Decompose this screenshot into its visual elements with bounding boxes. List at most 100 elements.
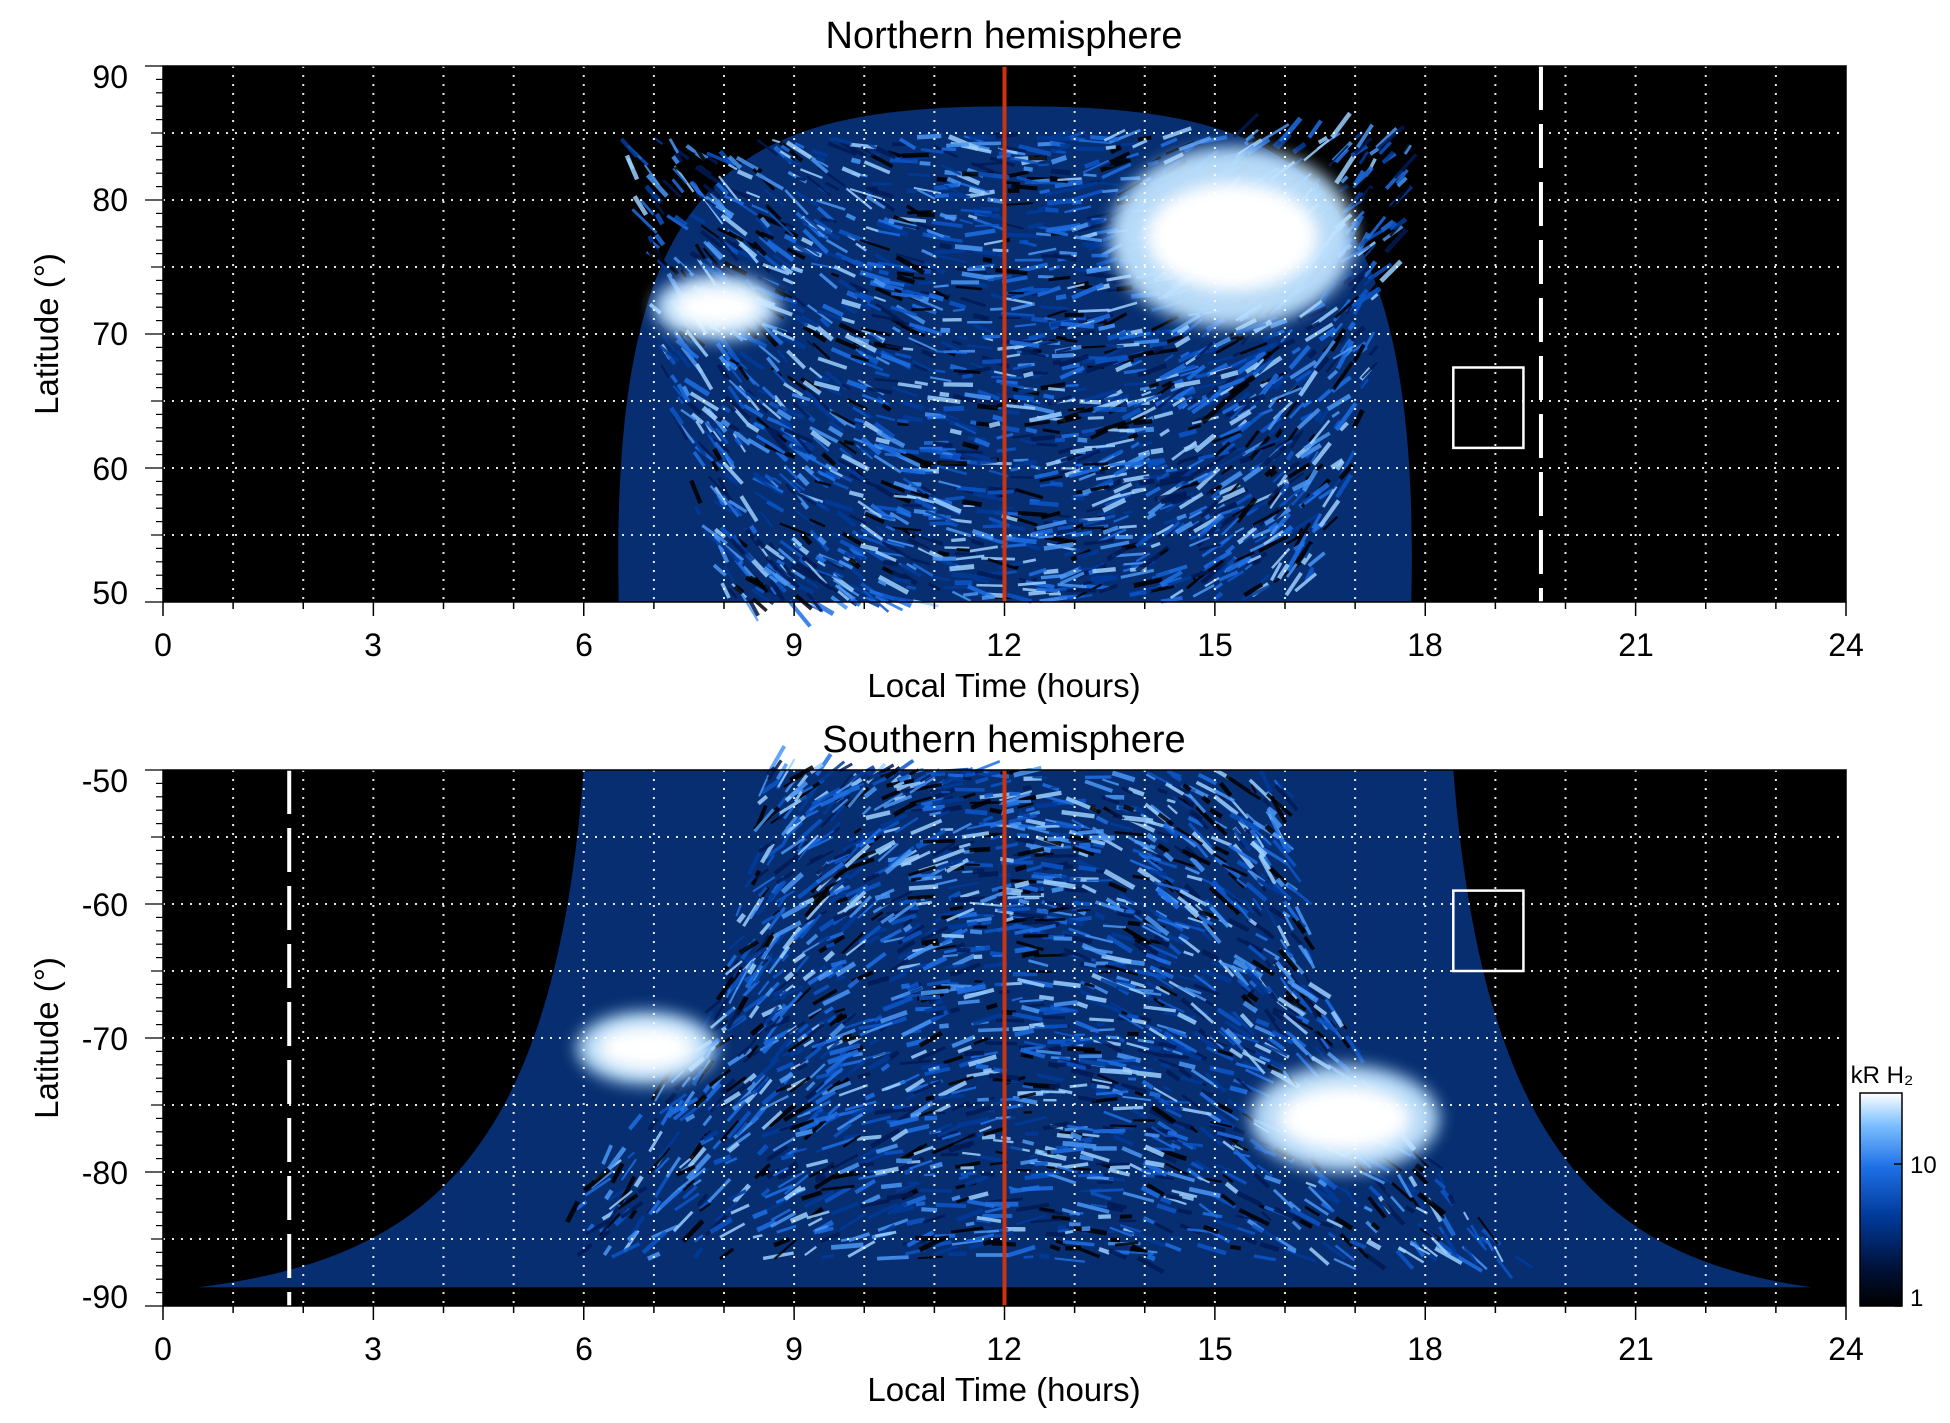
north-emission-streak bbox=[1214, 336, 1232, 348]
north-emission-streak bbox=[939, 453, 961, 461]
north-y-tick-label: 80 bbox=[92, 182, 128, 218]
south-emission-streak bbox=[934, 1093, 965, 1101]
north-emission-streak bbox=[758, 344, 781, 364]
south-emission-streak bbox=[1109, 1165, 1131, 1170]
south-emission-streak bbox=[648, 1130, 663, 1153]
south-emission-streak bbox=[861, 1194, 881, 1207]
south-emission-streak bbox=[810, 886, 834, 900]
south-emission-streak bbox=[1102, 778, 1120, 786]
south-emission-streak bbox=[1074, 1020, 1100, 1034]
south-emission-streak bbox=[1232, 1032, 1260, 1044]
north-emission-streak bbox=[1163, 353, 1174, 362]
north-emission-streak bbox=[1004, 202, 1033, 206]
north-emission-streak bbox=[1308, 433, 1316, 443]
north-emission-streak bbox=[783, 233, 798, 244]
south-emission-streak bbox=[784, 1020, 806, 1037]
south-emission-streak bbox=[1184, 986, 1202, 995]
north-emission-streak bbox=[1231, 507, 1241, 515]
north-emission-streak bbox=[981, 594, 996, 600]
north-emission-streak bbox=[722, 470, 740, 486]
south-emission-streak bbox=[760, 842, 775, 864]
north-emission-streak bbox=[1147, 500, 1166, 517]
south-emission-streak bbox=[956, 984, 987, 995]
south-emission-streak bbox=[1062, 1239, 1095, 1247]
north-emission-streak bbox=[690, 436, 707, 457]
north-emission-streak bbox=[1037, 339, 1050, 346]
south-emission-streak bbox=[1330, 1015, 1339, 1026]
north-emission-streak bbox=[1209, 483, 1223, 495]
south-emission-streak bbox=[906, 981, 920, 992]
south-emission-streak bbox=[923, 1173, 936, 1177]
north-emission-streak bbox=[1160, 493, 1187, 505]
north-emission-streak bbox=[1218, 570, 1239, 582]
south-emission-streak bbox=[1029, 923, 1057, 934]
north-emission-streak bbox=[846, 379, 868, 391]
south-emission-streak bbox=[1182, 894, 1208, 920]
south-emission-streak bbox=[1185, 1142, 1204, 1148]
north-emission-streak bbox=[1058, 446, 1074, 455]
north-emission-streak bbox=[739, 495, 759, 523]
north-emission-streak bbox=[766, 500, 785, 513]
south-emission-streak bbox=[1249, 840, 1268, 857]
south-emission-streak bbox=[1179, 1075, 1204, 1086]
south-emission-streak bbox=[1439, 1213, 1456, 1237]
north-emission-streak bbox=[1288, 402, 1305, 419]
north-emission-streak bbox=[1242, 529, 1259, 543]
north-emission-streak bbox=[1064, 205, 1092, 214]
north-emission-streak bbox=[1117, 414, 1146, 430]
north-emission-streak bbox=[1072, 492, 1089, 499]
north-emission-streak bbox=[1239, 342, 1268, 355]
north-emission-streak bbox=[758, 236, 777, 253]
north-emission-streak bbox=[934, 193, 949, 199]
south-emission-streak bbox=[1108, 1168, 1131, 1177]
south-emission-streak bbox=[884, 1149, 904, 1156]
north-emission-streak bbox=[1305, 321, 1321, 331]
south-emission-streak bbox=[1101, 953, 1132, 965]
south-emission-streak bbox=[892, 1104, 906, 1110]
north-emission-streak bbox=[783, 464, 799, 480]
north-emission-streak bbox=[1068, 593, 1093, 601]
south-emission-streak bbox=[948, 1251, 967, 1257]
north-emission-streak bbox=[922, 232, 934, 239]
south-emission-streak bbox=[755, 892, 776, 916]
south-emission-streak bbox=[1053, 1000, 1078, 1007]
south-emission-streak bbox=[1274, 784, 1299, 812]
north-emission-streak bbox=[783, 156, 802, 167]
north-emission-streak bbox=[1070, 446, 1093, 455]
north-emission-streak bbox=[675, 339, 700, 360]
north-emission-streak bbox=[1003, 222, 1024, 230]
north-emission-streak bbox=[1311, 512, 1323, 529]
south-emission-streak bbox=[937, 1080, 968, 1099]
south-emission-streak bbox=[675, 1164, 696, 1177]
south-emission-streak bbox=[1177, 787, 1189, 795]
north-emission-streak bbox=[973, 217, 1005, 231]
north-emission-streak bbox=[639, 198, 655, 216]
north-emission-streak bbox=[860, 543, 879, 552]
south-emission-streak bbox=[924, 1066, 951, 1077]
north-emission-streak bbox=[944, 169, 966, 177]
south-emission-streak bbox=[620, 1200, 644, 1219]
north-emission-streak bbox=[1187, 520, 1204, 533]
south-emission-streak bbox=[1213, 788, 1235, 803]
south-emission-streak bbox=[869, 1128, 901, 1149]
north-emission-streak bbox=[1048, 387, 1066, 392]
north-emission-streak bbox=[1277, 338, 1296, 350]
south-emission-streak bbox=[672, 1106, 689, 1121]
north-emission-streak bbox=[916, 221, 938, 233]
south-emission-streak bbox=[773, 1238, 797, 1260]
south-emission-streak bbox=[1190, 1050, 1208, 1062]
south-emission-streak bbox=[1218, 781, 1233, 797]
north-emission-streak bbox=[875, 220, 909, 238]
south-emission-streak bbox=[824, 1111, 839, 1123]
north-emission-streak bbox=[1339, 421, 1349, 432]
north-emission-streak bbox=[875, 525, 893, 540]
south-emission-streak bbox=[1138, 901, 1160, 917]
south-emission-streak bbox=[756, 868, 769, 879]
south-y-tick-label: -70 bbox=[82, 1021, 128, 1057]
north-emission-streak bbox=[783, 428, 814, 444]
south-emission-streak bbox=[718, 1247, 735, 1261]
north-emission-streak bbox=[1300, 552, 1313, 566]
north-emission-streak bbox=[675, 349, 692, 369]
north-emission-streak bbox=[1291, 346, 1301, 355]
south-emission-streak bbox=[974, 776, 989, 785]
